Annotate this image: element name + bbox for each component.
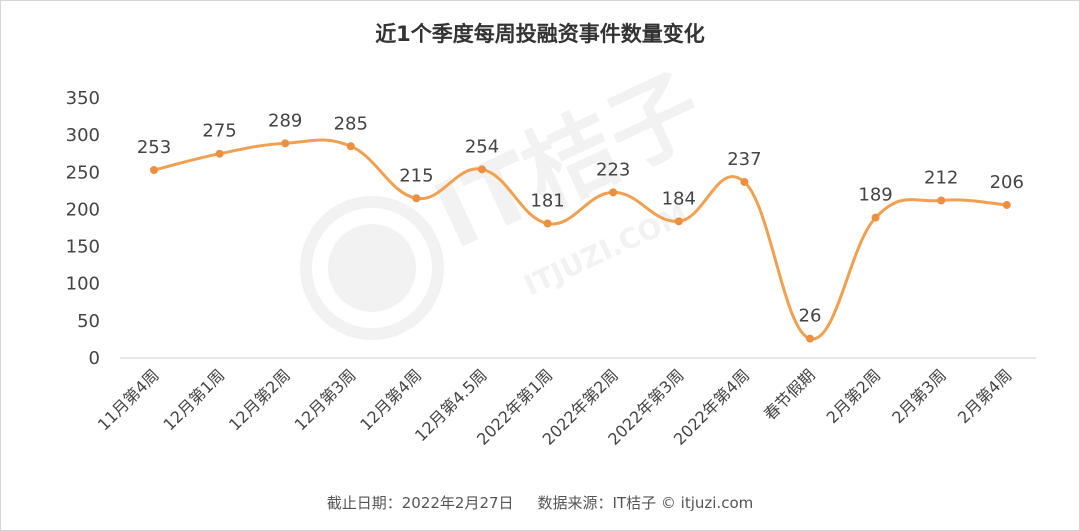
y-tick-label: 100 bbox=[66, 274, 100, 295]
watermark-brand: IT桔子 bbox=[419, 54, 719, 270]
x-tick-label: 12月第1周 bbox=[159, 365, 228, 434]
data-point bbox=[346, 142, 355, 151]
data-label: 215 bbox=[399, 165, 433, 186]
x-tick-label: 2月第3周 bbox=[888, 365, 950, 427]
x-tick-label: 12月第3周 bbox=[291, 365, 360, 434]
y-tick-label: 0 bbox=[89, 348, 100, 369]
data-label: 253 bbox=[137, 137, 171, 158]
x-tick-label: 2月第4周 bbox=[954, 365, 1016, 427]
data-point bbox=[478, 165, 486, 174]
data-label: 223 bbox=[596, 159, 630, 180]
data-point bbox=[674, 217, 683, 226]
data-label: 254 bbox=[465, 136, 499, 157]
y-tick-label: 200 bbox=[66, 199, 100, 220]
watermark-orange-core-icon bbox=[328, 224, 416, 312]
y-tick-label: 350 bbox=[66, 88, 100, 109]
data-label: 237 bbox=[727, 149, 761, 170]
y-tick-label: 150 bbox=[66, 237, 100, 258]
data-point bbox=[281, 139, 290, 148]
y-tick-label: 300 bbox=[66, 125, 100, 146]
x-tick-label: 12月第4周 bbox=[356, 365, 425, 434]
data-markers bbox=[150, 139, 1011, 343]
data-label: 206 bbox=[990, 172, 1024, 193]
x-tick-label: 2月第2周 bbox=[823, 365, 885, 427]
data-point bbox=[150, 166, 158, 175]
data-labels: 253 275 289 285 215 254 181 223 184 237 26 189 212 20… bbox=[137, 110, 1024, 326]
x-tick-labels: 11月第4周12月第1周12月第2周12月第3周12月第4周12月第4.5周20… bbox=[94, 365, 1016, 448]
x-tick-label: 春节假期 bbox=[760, 365, 819, 424]
footer-source: 数据来源：IT桔子 © itjuzi.com bbox=[537, 494, 754, 512]
data-point bbox=[543, 219, 552, 228]
data-label: 285 bbox=[334, 113, 368, 134]
data-point bbox=[412, 194, 421, 203]
data-point bbox=[871, 213, 880, 222]
data-point bbox=[937, 196, 946, 205]
data-point bbox=[215, 149, 224, 158]
x-tick-label: 11月第4周 bbox=[94, 365, 163, 434]
data-point bbox=[609, 188, 618, 197]
data-label: 275 bbox=[202, 121, 236, 142]
watermark-orange-icon bbox=[300, 196, 444, 340]
data-label: 181 bbox=[530, 191, 564, 212]
y-tick-labels: 0 50 100 150 200 250 300 350 bbox=[66, 88, 100, 369]
footer: 截止日期：2022年2月27日 数据来源：IT桔子 © itjuzi.com bbox=[0, 492, 1080, 513]
data-point bbox=[740, 177, 749, 186]
data-label: 189 bbox=[858, 185, 892, 206]
x-tick-label: 12月第2周 bbox=[225, 365, 294, 434]
footer-date: 截止日期：2022年2月27日 bbox=[326, 494, 514, 512]
data-label: 212 bbox=[924, 168, 958, 189]
data-point bbox=[1002, 200, 1011, 209]
chart-title: 近1个季度每周投融资事件数量变化 bbox=[375, 22, 705, 46]
data-label: 184 bbox=[662, 188, 696, 209]
data-label: 26 bbox=[799, 306, 822, 327]
y-tick-label: 250 bbox=[66, 162, 100, 183]
data-point bbox=[806, 334, 814, 343]
data-label: 289 bbox=[268, 110, 302, 131]
y-tick-label: 50 bbox=[77, 311, 100, 332]
